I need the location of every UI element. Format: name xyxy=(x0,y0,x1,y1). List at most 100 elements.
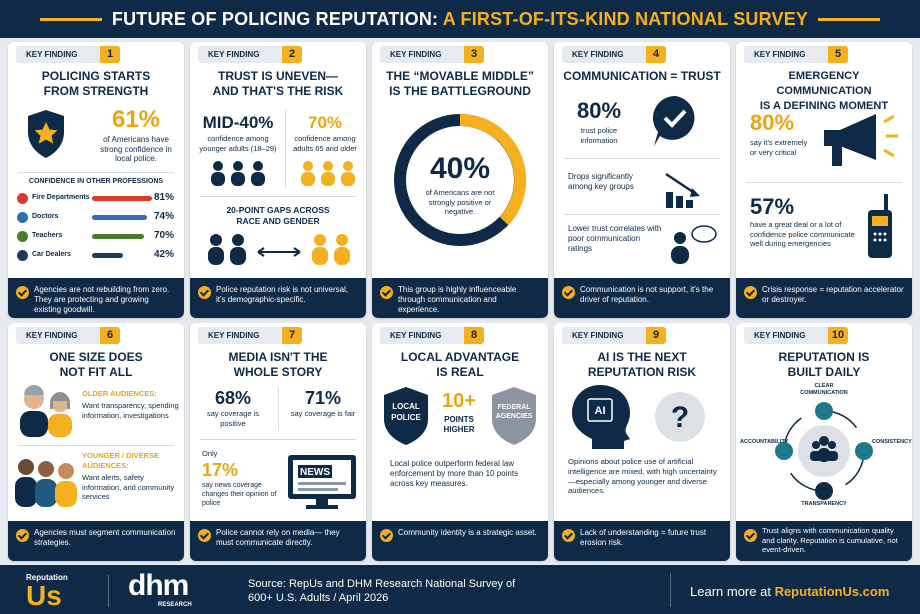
card-title: TRUST IS UNEVEN— AND THAT'S THE RISK xyxy=(194,69,362,99)
element: LOCAL POLICE xyxy=(391,402,421,422)
element: Drops significantly among key groups xyxy=(568,172,634,191)
text: Community identity is a strategic asset. xyxy=(398,528,537,537)
rule xyxy=(39,17,102,21)
text: This group is highly influenceable throu… xyxy=(398,285,517,314)
element: RESEARCH xyxy=(158,602,192,608)
shape xyxy=(230,247,246,265)
divider xyxy=(200,439,356,440)
shape xyxy=(232,234,244,246)
bar xyxy=(92,253,124,258)
shape xyxy=(690,188,700,197)
element: 20-POINT GAPS ACROSS RACE AND GENDER xyxy=(226,205,330,226)
element: Lower trust correlates with poor communi… xyxy=(568,224,662,253)
shape xyxy=(572,385,630,449)
text: Agencies are not rebuilding from zero. T… xyxy=(34,285,170,314)
element: 80% xyxy=(576,98,622,123)
shape xyxy=(208,247,224,265)
text: KEY FINDING xyxy=(754,331,806,340)
text: Police cannot rely on media— they must c… xyxy=(216,528,340,547)
shape xyxy=(18,459,34,475)
shape xyxy=(323,161,333,171)
card: KEY FINDING 6 ONE SIZE DOES NOT FIT ALL OL… xyxy=(8,323,184,561)
shape xyxy=(48,414,72,437)
element: 61% xyxy=(111,106,161,133)
value-label: 74% xyxy=(154,211,175,222)
element: 57% xyxy=(750,194,795,219)
card: KEY FINDING 3 THE “MOVABLE MIDDLE” IS THE … xyxy=(372,42,548,318)
shape xyxy=(298,482,346,485)
element: NEWS xyxy=(288,455,356,509)
finding-number: 5 xyxy=(828,46,848,63)
finding-number: 9 xyxy=(646,327,666,344)
card-title: POLICING STARTS FROM STRENGTH xyxy=(12,69,180,99)
text: ReputationUs.com xyxy=(774,584,890,599)
bar xyxy=(92,215,147,220)
element xyxy=(208,234,350,265)
shape xyxy=(691,225,717,243)
finding-number: 6 xyxy=(100,327,120,344)
text: Learn more at xyxy=(690,584,771,599)
shape xyxy=(314,234,326,246)
profession-icon xyxy=(17,212,28,223)
shape xyxy=(812,441,820,449)
text: KEY FINDING xyxy=(572,50,624,59)
shape xyxy=(674,232,686,244)
element xyxy=(775,402,873,500)
element: 40% xyxy=(429,152,491,185)
text: MEDIA ISN'T THE xyxy=(228,350,328,364)
element xyxy=(384,387,428,445)
text: Agencies must segment communication stra… xyxy=(34,528,176,547)
element: Only xyxy=(202,449,218,458)
element: say coverage is positive xyxy=(206,409,260,428)
header: FUTURE OF POLICING REPUTATION: A FIRST-O… xyxy=(0,0,920,38)
check-icon xyxy=(562,529,575,542)
value-label: 42% xyxy=(154,249,175,260)
element: CONSISTENCY xyxy=(872,439,912,445)
element: Want alerts, safety information, and com… xyxy=(82,473,175,501)
card-title: COMMUNICATION = TRUST xyxy=(558,69,726,84)
card: KEY FINDING 2 TRUST IS UNEVEN— AND THAT'S … xyxy=(190,42,366,318)
element xyxy=(652,95,695,146)
divider xyxy=(18,172,174,173)
tag: KEY FINDING 8 xyxy=(380,327,484,344)
shape xyxy=(303,161,313,171)
card: KEY FINDING 7 MEDIA ISN'T THE WHOLE STORY … xyxy=(190,323,366,561)
check-icon xyxy=(562,286,575,299)
shape xyxy=(775,442,793,460)
shape xyxy=(671,246,689,264)
shape xyxy=(873,232,887,242)
text: IS REAL xyxy=(436,365,484,379)
text: Lack of understanding = future trust ero… xyxy=(580,528,707,547)
profession-label: Doctors xyxy=(32,213,59,220)
shape xyxy=(815,482,833,500)
shape xyxy=(336,234,348,246)
shape xyxy=(213,161,223,171)
shape xyxy=(686,200,693,208)
text: THE “MOVABLE MIDDLE” xyxy=(386,69,534,83)
element: Local police outperform federal law enfo… xyxy=(390,459,519,488)
text: ? xyxy=(671,401,689,434)
shape xyxy=(35,479,57,507)
check-icon xyxy=(744,286,757,299)
shape xyxy=(828,441,836,449)
element: confidence among younger adults (18–29) xyxy=(199,134,277,153)
element: 71% xyxy=(304,388,342,408)
shape xyxy=(20,411,48,437)
text: Trust aligns with communication quality … xyxy=(762,526,898,554)
text: LOCAL ADVANTAGE xyxy=(400,350,520,364)
card-title: THE “MOVABLE MIDDLE” IS THE BATTLEGROUND xyxy=(376,69,544,99)
shape xyxy=(257,247,301,257)
card-title: REPUTATION IS BUILT DAILY xyxy=(740,350,908,380)
shape xyxy=(208,234,246,265)
element: 70% xyxy=(307,113,343,132)
text: IS A DEFINING MOMENT xyxy=(759,100,889,112)
shape xyxy=(211,161,265,186)
profession-label: Fire Departments xyxy=(32,194,90,201)
element: POINTS HIGHER xyxy=(443,415,475,434)
shape xyxy=(873,232,877,236)
takeaway: Police cannot rely on media— they must c… xyxy=(190,521,366,561)
shape xyxy=(459,113,527,226)
text: BUILT DAILY xyxy=(787,365,861,379)
finding-number: 10 xyxy=(828,327,848,344)
